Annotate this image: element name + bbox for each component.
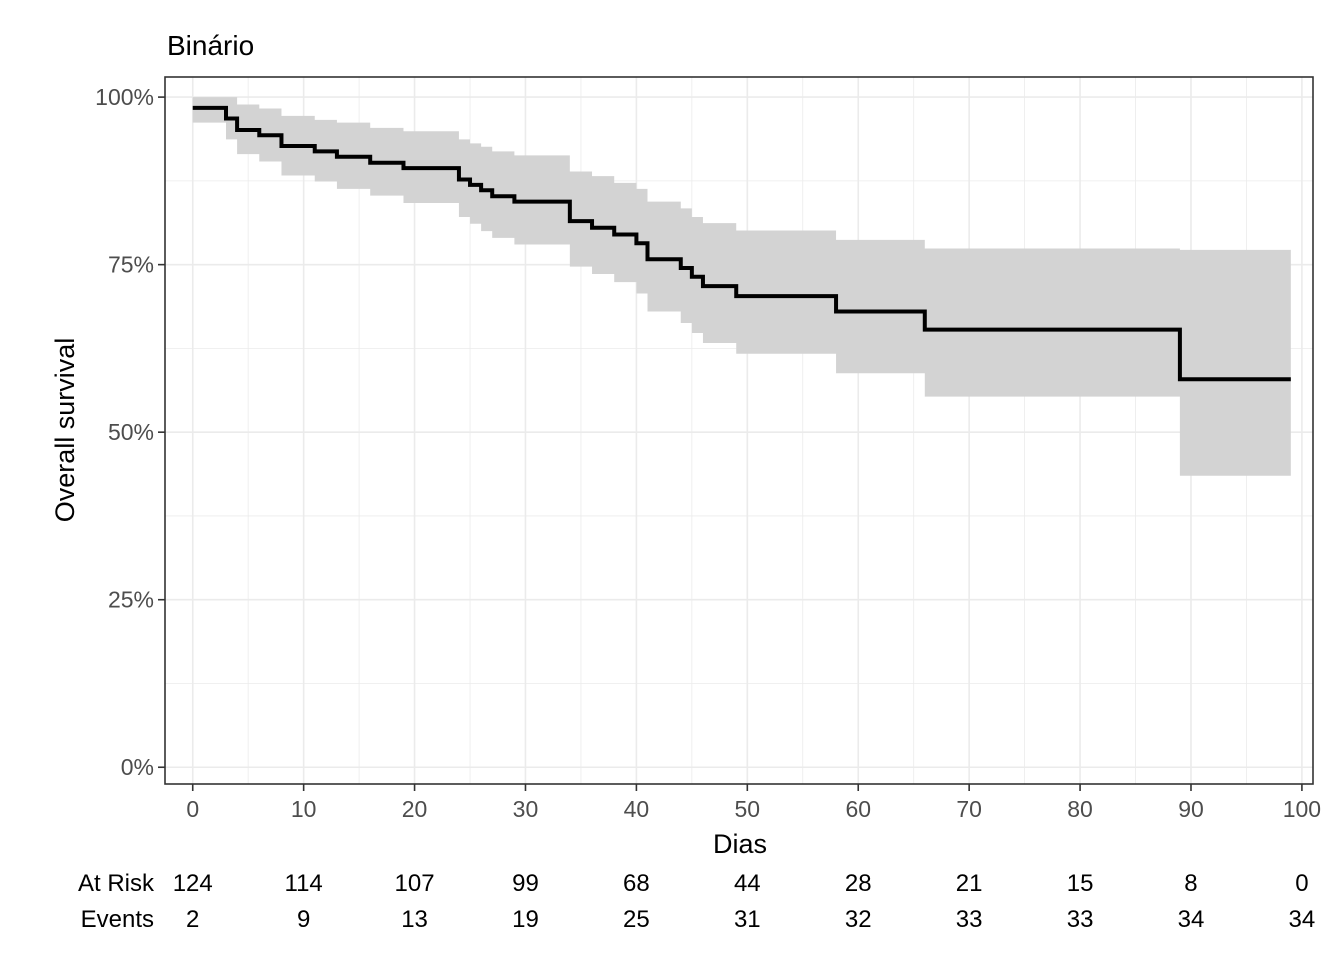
survival-curve (192, 105, 1291, 382)
events-value: 13 (401, 906, 428, 933)
events-value: 34 (1178, 906, 1205, 933)
events-value: 32 (845, 906, 872, 933)
y-tick-label: 50% (108, 419, 154, 445)
x-tick-label: 0 (186, 796, 199, 822)
x-tick-label: 20 (402, 796, 428, 822)
at-risk-value: 114 (285, 870, 323, 897)
events-value: 25 (623, 906, 650, 933)
events-value: 2 (186, 906, 199, 933)
events-value: 19 (512, 906, 539, 933)
x-tick-label: 70 (956, 796, 982, 822)
x-tick-label: 10 (291, 796, 317, 822)
x-tick-label: 40 (624, 796, 650, 822)
y-tick-label: 0% (121, 754, 154, 780)
at-risk-value: 99 (512, 870, 539, 897)
y-tick-label: 75% (108, 252, 154, 278)
confidence-band (192, 97, 1291, 476)
events-value: 9 (297, 906, 310, 933)
x-tick-label: 90 (1178, 796, 1204, 822)
y-axis: 0% 25% 50% 75% 100% (95, 84, 165, 780)
events-value: 33 (1067, 906, 1094, 933)
plot-border (164, 76, 1314, 785)
x-tick-label: 100 (1283, 796, 1321, 822)
y-tick-label: 25% (108, 587, 154, 613)
risk-row-label-at-risk: At Risk (78, 870, 155, 897)
y-axis-label: Overall survival (50, 338, 80, 523)
x-axis-label: Dias (713, 829, 767, 859)
at-risk-value: 0 (1295, 870, 1308, 897)
at-risk-value: 15 (1067, 870, 1094, 897)
at-risk-value: 107 (395, 870, 435, 897)
at-risk-value: 44 (734, 870, 761, 897)
at-risk-value: 21 (956, 870, 983, 897)
x-tick-label: 80 (1067, 796, 1093, 822)
risk-row-label-events: Events (81, 906, 154, 933)
risk-table: At Risk Events 124 2 114 9 107 13 99 19 68 25 44 31… (78, 870, 1315, 933)
at-risk-value: 8 (1184, 870, 1197, 897)
at-risk-value: 124 (173, 870, 213, 897)
chart-title: Binário (167, 30, 254, 61)
plot-panel (165, 77, 1313, 784)
x-axis: 0 10 20 30 40 50 60 70 80 90 100 (186, 784, 1321, 822)
x-tick-label: 30 (513, 796, 539, 822)
survival-step-line (192, 105, 1291, 382)
at-risk-value: 68 (623, 870, 650, 897)
events-value: 31 (734, 906, 761, 933)
x-tick-label: 50 (735, 796, 761, 822)
y-tick-label: 100% (95, 84, 154, 110)
confidence-band-area (192, 97, 1291, 476)
events-value: 34 (1289, 906, 1316, 933)
x-tick-label: 60 (845, 796, 871, 822)
at-risk-value: 28 (845, 870, 872, 897)
events-value: 33 (956, 906, 983, 933)
risk-table-cells: 124 2 114 9 107 13 99 19 68 25 44 31 28 32 21 33 15 33 8 34… (173, 870, 1316, 933)
